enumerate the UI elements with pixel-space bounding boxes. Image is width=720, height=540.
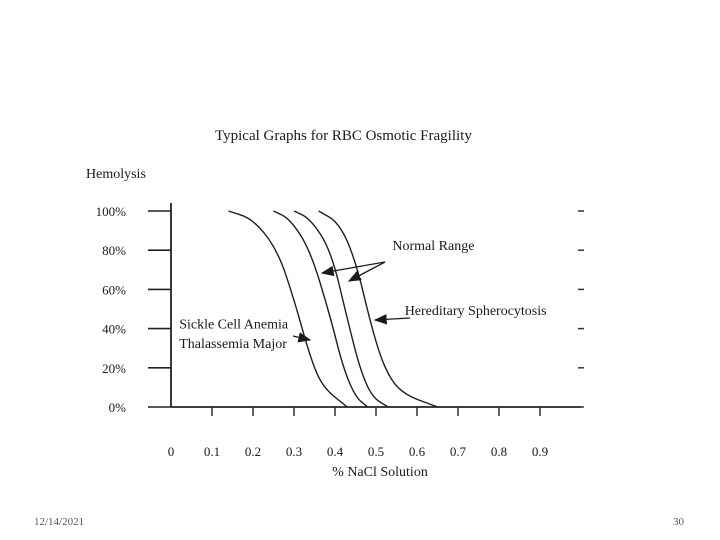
y-tick-label: 0% [109, 400, 127, 415]
x-axis-label: % NaCl Solution [332, 465, 428, 480]
y-tick-label: 60% [102, 282, 126, 297]
y-axis-label: Hemolysis [86, 167, 146, 182]
y-tick-label: 100% [96, 204, 127, 219]
y-tick-label: 80% [102, 243, 126, 258]
chart-title: Typical Graphs for RBC Osmotic Fragility [215, 128, 472, 144]
x-tick-label: 0.8 [491, 444, 507, 459]
arrow-normal-range-lower [320, 261, 386, 277]
arrow-normal-range-upper [347, 261, 386, 282]
arrow-hereditary-spherocytosis [373, 314, 411, 325]
curve-series-2 [273, 210, 369, 408]
x-tick-label: 0.2 [245, 444, 261, 459]
curve-series-3 [293, 210, 389, 408]
y-tick-label: 40% [102, 322, 126, 337]
page-number: 30 [673, 516, 684, 528]
x-tick-label: 0.9 [532, 444, 548, 459]
label-sickle-cell-anemia: Sickle Cell Anemia [179, 318, 289, 333]
x-tick-label: 0.6 [409, 444, 426, 459]
x-tick-label: 0.5 [368, 444, 384, 459]
x-tick-label: 0.4 [327, 444, 344, 459]
label-hereditary-spherocytosis: Hereditary Spherocytosis [405, 304, 547, 319]
x-tick-label: 0 [168, 444, 175, 459]
curve-series-1 [228, 210, 348, 408]
osmotic-fragility-chart: Typical Graphs for RBC Osmotic Fragility… [86, 128, 584, 480]
x-tick-label: 0.7 [450, 444, 467, 459]
curve-series-4 [318, 210, 439, 408]
label-normal-range: Normal Range [392, 239, 474, 254]
arrow-sickle-cell [292, 332, 312, 343]
x-tick-label: 0.1 [204, 444, 220, 459]
y-tick-label: 20% [102, 361, 126, 376]
x-tick-label: 0.3 [286, 444, 302, 459]
footer-date: 12/14/2021 [34, 516, 85, 528]
scanned-chart-image: Typical Graphs for RBC Osmotic Fragility… [60, 95, 600, 495]
label-thalassemia-major: Thalassemia Major [179, 337, 287, 352]
